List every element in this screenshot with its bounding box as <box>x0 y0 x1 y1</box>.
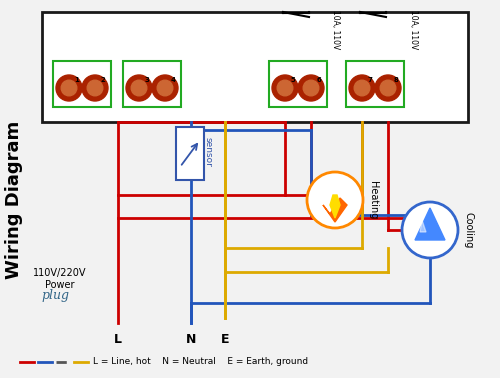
Circle shape <box>349 75 375 101</box>
Circle shape <box>157 80 173 96</box>
Text: 110V/220V
Power: 110V/220V Power <box>33 268 87 290</box>
Bar <box>53 61 111 107</box>
Text: 2: 2 <box>100 77 105 83</box>
Text: Cooling: Cooling <box>463 212 473 248</box>
Text: Heating: Heating <box>368 181 378 219</box>
Circle shape <box>126 75 152 101</box>
Circle shape <box>402 202 458 258</box>
Circle shape <box>277 80 293 96</box>
Polygon shape <box>420 220 426 232</box>
Bar <box>269 61 327 107</box>
Bar <box>123 61 181 107</box>
Circle shape <box>375 75 401 101</box>
Circle shape <box>272 75 298 101</box>
Text: sensor: sensor <box>204 137 212 167</box>
Text: 5: 5 <box>290 77 296 83</box>
Text: plug: plug <box>41 290 69 302</box>
Text: 3: 3 <box>144 77 150 83</box>
Bar <box>176 127 204 180</box>
Circle shape <box>354 80 370 96</box>
Text: 10A, 110V: 10A, 110V <box>408 10 418 50</box>
Circle shape <box>307 172 363 228</box>
Text: Wiring Diagram: Wiring Diagram <box>5 121 23 279</box>
Text: N: N <box>186 333 196 346</box>
Text: 10A, 110V: 10A, 110V <box>330 10 340 50</box>
Circle shape <box>152 75 178 101</box>
Text: 1: 1 <box>74 77 80 83</box>
Circle shape <box>82 75 108 101</box>
Polygon shape <box>330 195 340 218</box>
Circle shape <box>61 80 77 96</box>
Text: 6: 6 <box>316 77 322 83</box>
Polygon shape <box>415 208 445 240</box>
Text: 8: 8 <box>394 77 398 83</box>
Bar <box>346 61 404 107</box>
Text: L: L <box>114 333 122 346</box>
Bar <box>42 12 468 122</box>
Circle shape <box>131 80 147 96</box>
Text: 4: 4 <box>170 77 175 83</box>
Circle shape <box>380 80 396 96</box>
Circle shape <box>87 80 103 96</box>
Polygon shape <box>323 198 347 222</box>
Circle shape <box>56 75 82 101</box>
Text: E: E <box>221 333 229 346</box>
Circle shape <box>303 80 319 96</box>
Text: 7: 7 <box>368 77 372 83</box>
Text: L = Line, hot    N = Neutral    E = Earth, ground: L = Line, hot N = Neutral E = Earth, gro… <box>93 358 308 367</box>
Circle shape <box>298 75 324 101</box>
